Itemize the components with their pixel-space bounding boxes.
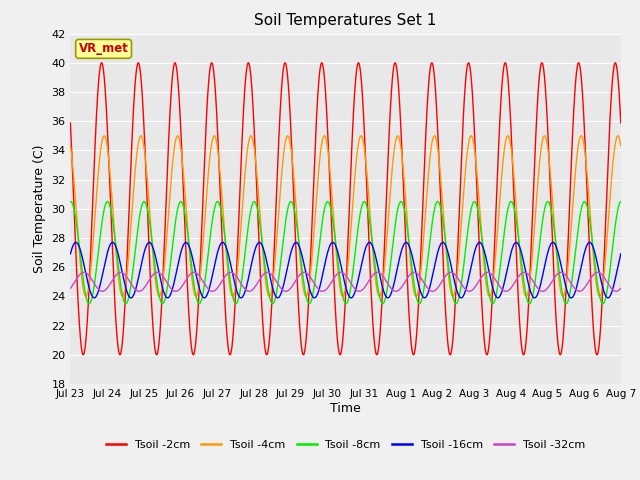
Tsoil -32cm bbox=[245, 288, 253, 294]
Title: Soil Temperatures Set 1: Soil Temperatures Set 1 bbox=[255, 13, 436, 28]
Tsoil -4cm bbox=[82, 293, 90, 299]
Tsoil -16cm bbox=[601, 292, 609, 298]
Tsoil -2cm bbox=[320, 68, 328, 74]
Tsoil -8cm bbox=[601, 297, 609, 303]
Tsoil -4cm bbox=[335, 272, 342, 278]
Tsoil -8cm bbox=[335, 263, 342, 268]
Line: Tsoil -16cm: Tsoil -16cm bbox=[70, 242, 621, 298]
Tsoil -16cm bbox=[602, 292, 609, 298]
Tsoil -16cm bbox=[617, 251, 625, 257]
Tsoil -8cm bbox=[95, 248, 102, 254]
Tsoil -32cm bbox=[320, 288, 328, 294]
Tsoil -4cm bbox=[95, 165, 102, 170]
Line: Tsoil -32cm: Tsoil -32cm bbox=[70, 272, 621, 291]
Tsoil -4cm bbox=[320, 133, 328, 139]
Tsoil -16cm bbox=[335, 251, 342, 257]
Tsoil -2cm bbox=[601, 231, 609, 237]
Tsoil -2cm bbox=[95, 80, 102, 86]
Tsoil -2cm bbox=[335, 345, 342, 351]
Tsoil -2cm bbox=[67, 120, 74, 126]
Tsoil -4cm bbox=[500, 146, 508, 152]
Tsoil -16cm bbox=[320, 266, 328, 272]
Y-axis label: Soil Temperature (C): Soil Temperature (C) bbox=[33, 144, 45, 273]
Tsoil -16cm bbox=[67, 251, 74, 257]
Tsoil -16cm bbox=[72, 240, 80, 245]
Tsoil -4cm bbox=[602, 256, 609, 262]
Tsoil -2cm bbox=[611, 60, 619, 66]
Tsoil -8cm bbox=[500, 229, 508, 235]
Tsoil -16cm bbox=[420, 295, 428, 301]
X-axis label: Time: Time bbox=[330, 402, 361, 415]
Tsoil -16cm bbox=[95, 287, 102, 293]
Tsoil -32cm bbox=[601, 276, 609, 282]
Tsoil -32cm bbox=[335, 270, 342, 276]
Tsoil -32cm bbox=[67, 286, 74, 291]
Tsoil -4cm bbox=[601, 260, 609, 265]
Tsoil -4cm bbox=[431, 133, 438, 139]
Tsoil -32cm bbox=[617, 286, 625, 291]
Text: VR_met: VR_met bbox=[79, 42, 129, 55]
Tsoil -2cm bbox=[263, 352, 271, 358]
Tsoil -4cm bbox=[617, 143, 625, 149]
Tsoil -8cm bbox=[617, 199, 625, 204]
Legend: Tsoil -2cm, Tsoil -4cm, Tsoil -8cm, Tsoil -16cm, Tsoil -32cm: Tsoil -2cm, Tsoil -4cm, Tsoil -8cm, Tsoi… bbox=[102, 435, 589, 454]
Tsoil -16cm bbox=[500, 280, 508, 286]
Tsoil -32cm bbox=[95, 287, 102, 292]
Tsoil -32cm bbox=[602, 276, 609, 282]
Tsoil -8cm bbox=[434, 199, 442, 204]
Line: Tsoil -4cm: Tsoil -4cm bbox=[70, 136, 621, 296]
Tsoil -2cm bbox=[601, 238, 609, 244]
Tsoil -2cm bbox=[617, 120, 625, 126]
Tsoil -32cm bbox=[447, 269, 455, 275]
Tsoil -8cm bbox=[67, 199, 74, 204]
Line: Tsoil -8cm: Tsoil -8cm bbox=[70, 202, 621, 304]
Tsoil -4cm bbox=[67, 143, 74, 149]
Tsoil -8cm bbox=[602, 296, 609, 302]
Tsoil -32cm bbox=[500, 288, 508, 294]
Line: Tsoil -2cm: Tsoil -2cm bbox=[70, 63, 621, 355]
Tsoil -2cm bbox=[500, 63, 508, 69]
Tsoil -8cm bbox=[320, 210, 328, 216]
Tsoil -8cm bbox=[232, 301, 240, 307]
